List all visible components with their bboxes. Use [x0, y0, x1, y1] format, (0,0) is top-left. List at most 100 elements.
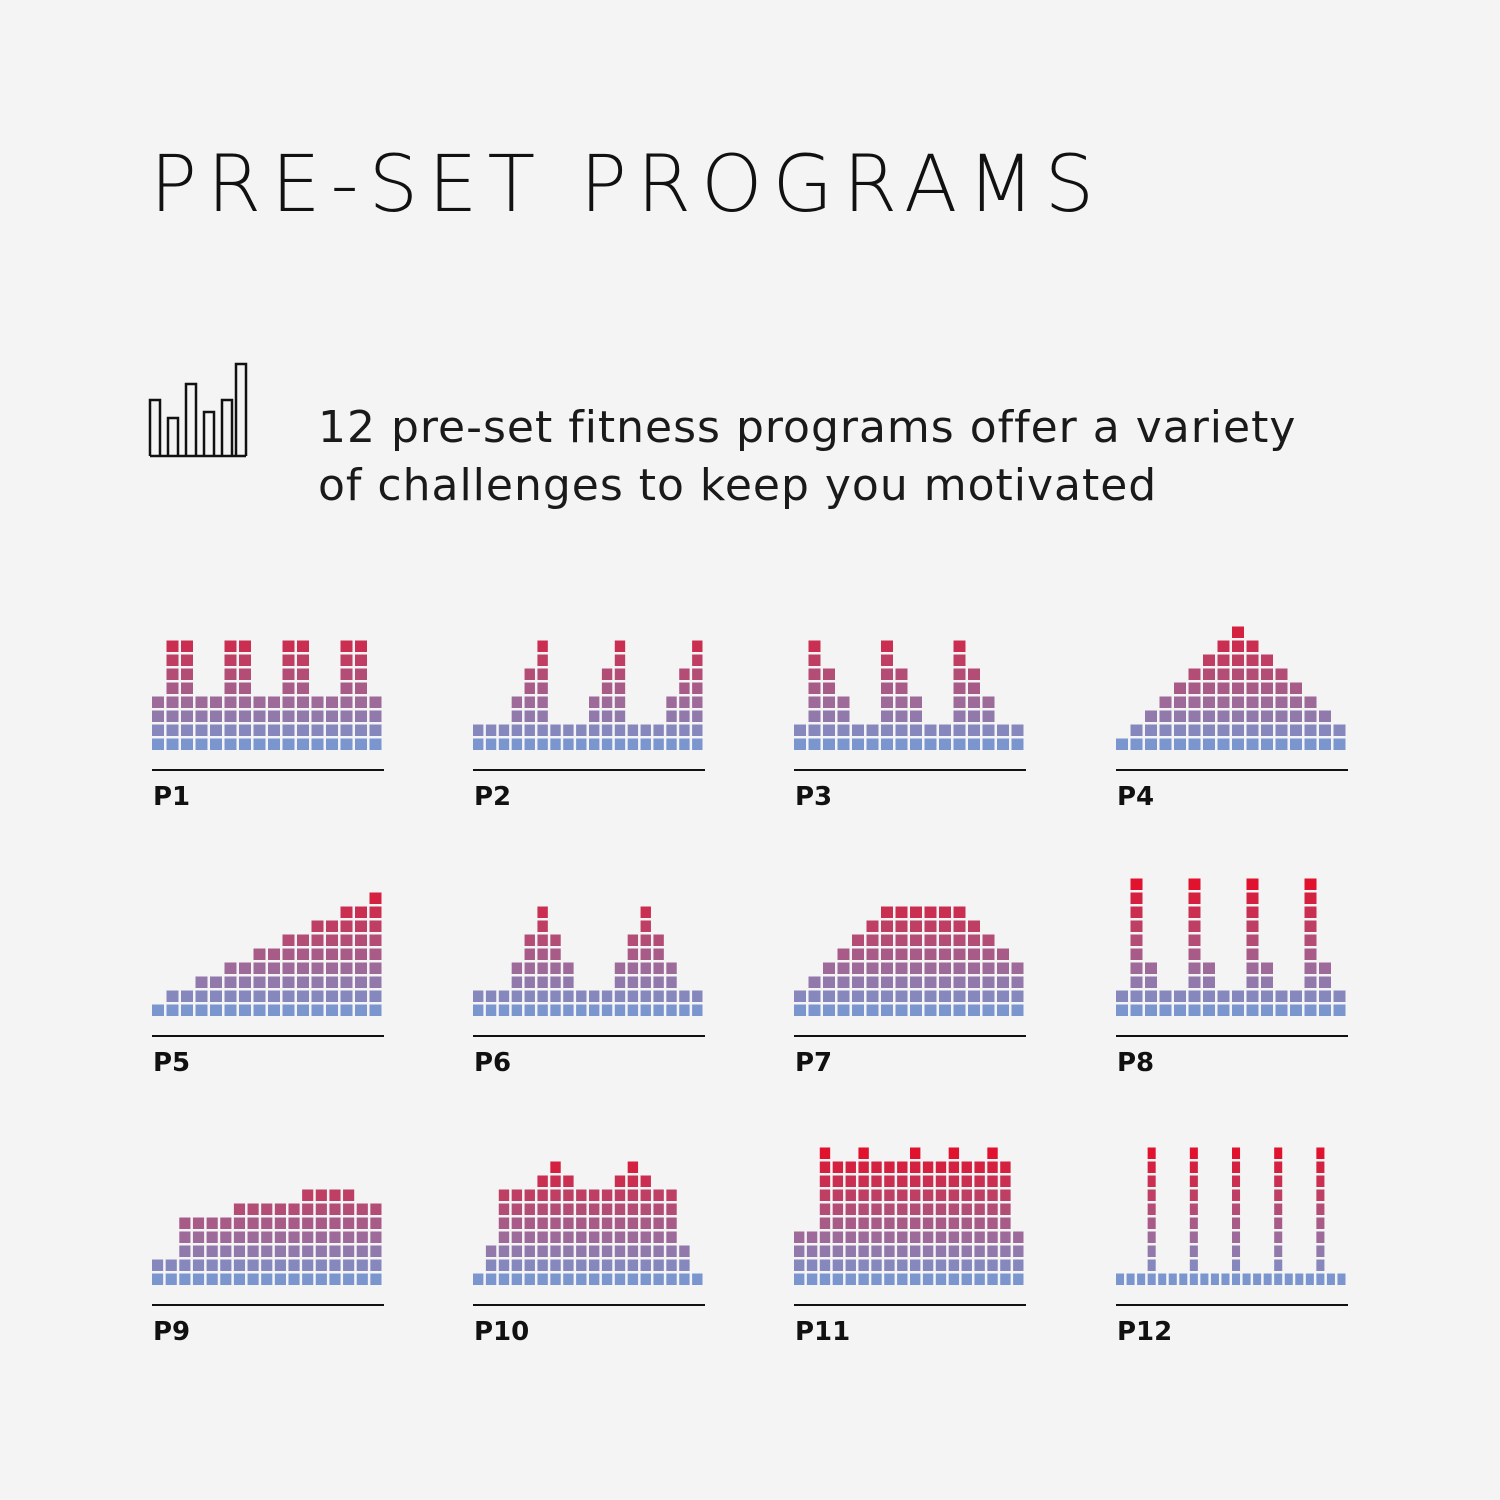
bar: [1284, 1273, 1293, 1285]
bar-segment: [1203, 710, 1215, 722]
bar-segment: [589, 1259, 600, 1271]
bar-segment: [806, 1259, 818, 1271]
bar-segment: [1246, 710, 1259, 722]
bar-segment: [953, 920, 966, 932]
bar-segment: [987, 1203, 998, 1215]
bar-segment: [288, 1203, 300, 1215]
bar-segment: [924, 738, 937, 750]
bar-segment: [910, 1161, 921, 1173]
bar: [666, 696, 677, 750]
bar-segment: [1246, 934, 1259, 946]
bar-segment: [550, 990, 561, 1002]
bar: [832, 1161, 844, 1285]
bar-segment: [614, 1203, 626, 1215]
bar-segment: [550, 976, 561, 988]
bar-segment: [326, 696, 338, 708]
bar-segment: [924, 990, 937, 1002]
bar-segment: [1203, 696, 1215, 708]
bar-segment: [837, 976, 850, 988]
bar-segment: [315, 1203, 327, 1215]
bar-segment: [369, 906, 382, 918]
bar-segment: [808, 990, 821, 1002]
bar-segment: [340, 962, 353, 974]
bar-segment: [679, 710, 690, 722]
bar-segment: [210, 976, 222, 988]
bar-segment: [614, 1217, 626, 1229]
bar-segment: [297, 738, 309, 750]
bar-segment: [884, 1189, 895, 1201]
bar-segment: [837, 710, 850, 722]
bar-segment: [302, 1245, 314, 1257]
bar-segment: [1316, 1175, 1325, 1187]
bar-segment: [1188, 948, 1201, 960]
bar: [845, 1161, 856, 1285]
bar-segment: [866, 962, 879, 974]
bar-segment: [239, 710, 251, 722]
bar: [282, 640, 295, 750]
bar-segment: [614, 724, 626, 736]
bar-segment: [498, 1203, 510, 1215]
bar-segment: [871, 1231, 882, 1243]
bar-segment: [953, 976, 966, 988]
bar-segment: [297, 668, 309, 680]
bar-segment: [866, 948, 879, 960]
bar-segment: [369, 990, 382, 1002]
bar-segment: [288, 1273, 300, 1285]
bar-segment: [974, 1259, 985, 1271]
bar: [1304, 878, 1317, 1016]
bar-segment: [895, 696, 908, 708]
bar-segment: [181, 990, 193, 1002]
bar-segment: [1246, 878, 1259, 890]
bar-segment: [343, 1203, 355, 1215]
bar-segment: [881, 640, 893, 652]
bar-segment: [355, 640, 367, 652]
bar-segment: [1145, 724, 1157, 736]
bar: [1232, 626, 1244, 750]
bar-segment: [1188, 1004, 1201, 1016]
bar: [485, 724, 497, 750]
bar-segment: [1304, 724, 1317, 736]
bar-segment: [224, 724, 237, 736]
bar-segment: [881, 682, 893, 694]
bar-segment: [1130, 906, 1143, 918]
bar-segment: [948, 1259, 960, 1271]
bar: [1013, 1231, 1024, 1285]
bar: [922, 1161, 934, 1285]
bar-segment: [1275, 724, 1288, 736]
program-chart-p4: P4: [1116, 588, 1352, 812]
bar-segment: [910, 1004, 922, 1016]
bar-segment: [268, 948, 280, 960]
bar-segment: [355, 668, 367, 680]
bar-segment: [1246, 1004, 1259, 1016]
bar: [614, 962, 626, 1016]
program-chart-p1: P1: [152, 588, 388, 812]
bar-segment: [679, 696, 690, 708]
bar-segment: [152, 710, 164, 722]
bar-segment: [924, 906, 937, 918]
bar-segment: [1333, 990, 1346, 1002]
bar-segment: [1013, 1273, 1024, 1285]
bar-segment: [268, 696, 280, 708]
bar-segment: [326, 976, 338, 988]
bar-segment: [473, 738, 484, 750]
bar-segment: [282, 948, 295, 960]
bar: [679, 668, 690, 750]
bar-segment: [1203, 724, 1215, 736]
bar-segment: [179, 1273, 191, 1285]
bar-segment: [858, 1245, 869, 1257]
bar-segment: [987, 1245, 998, 1257]
bar-segment: [340, 948, 353, 960]
bar-segment: [311, 710, 324, 722]
bar-segment: [524, 668, 535, 680]
bar-segment: [1304, 920, 1317, 932]
bar-segment: [679, 668, 690, 680]
bar-segment: [329, 1259, 341, 1271]
bar-segment: [563, 976, 574, 988]
bar-segment: [1274, 1147, 1283, 1159]
bar-segment: [297, 1004, 309, 1016]
bar: [884, 1161, 895, 1285]
bar-segment: [524, 1004, 535, 1016]
bar: [1253, 1273, 1262, 1285]
bar-segment: [1316, 1203, 1325, 1215]
bar-segment: [935, 1189, 947, 1201]
